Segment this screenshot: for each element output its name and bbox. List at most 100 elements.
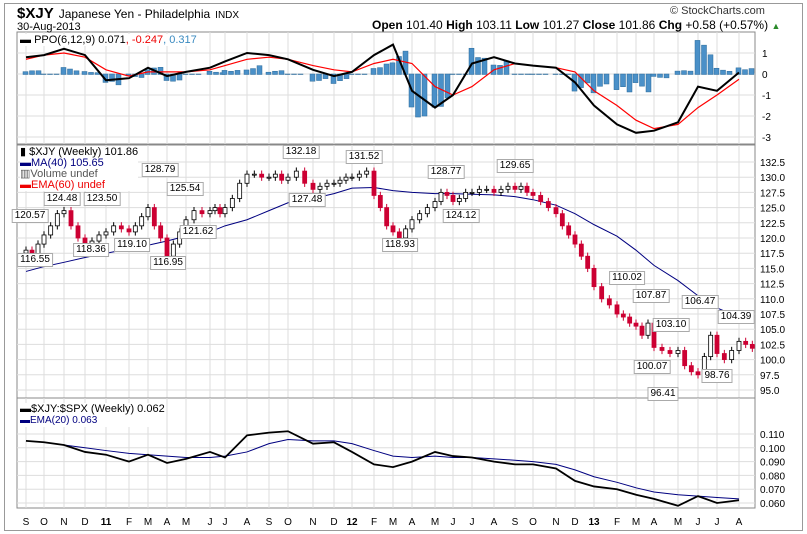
- ema-legend: ▬EMA(60) undef: [20, 179, 105, 191]
- candle-body: [456, 198, 462, 202]
- candle-body: [708, 334, 714, 357]
- candle-body: [54, 213, 60, 227]
- ppo-histogram-bar: [694, 40, 701, 75]
- ppo-legend: ▬ PPO(6,12,9) 0.071, -0.247, 0.317: [20, 34, 197, 46]
- x-tick-label: J: [470, 517, 475, 528]
- ppo-histogram-bar: [681, 70, 687, 75]
- ppo-legend-swatch-icon: ▬: [20, 34, 31, 46]
- candle-body: [729, 350, 735, 361]
- ppo-histogram-bar: [632, 73, 639, 83]
- ppo-signal-line: [25, 52, 740, 130]
- price-legend: ▮ $XJY (Weekly) 101.86 ▬MA(40) 105.65 ▥V…: [20, 147, 139, 191]
- candle-body: [403, 228, 409, 239]
- x-tick-label: A: [409, 517, 416, 528]
- ratio-legend: ▬$XJY:$SPX (Weekly) 0.062 ▬EMA(20) 0.063: [20, 403, 165, 427]
- ppo-histogram-bar: [597, 73, 603, 87]
- ppo-histogram-bar: [645, 73, 652, 93]
- ppo-histogram-bar: [195, 73, 202, 75]
- candle-body: [199, 210, 205, 215]
- price-tick-label: 125.0: [760, 204, 785, 215]
- candle-body: [444, 191, 450, 196]
- ppo-histogram-bar: [389, 62, 396, 75]
- candle-body: [207, 210, 213, 215]
- candle-body: [620, 313, 626, 318]
- ppo-histogram-bar: [213, 71, 219, 75]
- ppo-histogram-bar: [552, 73, 559, 75]
- ppo-histogram-bar: [22, 71, 29, 75]
- candle-body: [337, 179, 343, 184]
- ppo-histogram-bar: [481, 57, 488, 75]
- candle-body: [553, 207, 559, 215]
- low-label: Low: [515, 18, 540, 32]
- candle-body: [585, 255, 591, 269]
- high-label: High: [446, 18, 473, 32]
- candle-body: [331, 182, 337, 185]
- x-tick-label: M: [389, 517, 397, 528]
- high-value: 103.11: [476, 18, 512, 32]
- candle-body: [572, 234, 578, 245]
- candle-body: [61, 210, 67, 215]
- ppo-histogram-bar: [278, 70, 285, 75]
- price-tick-label: 110.0: [760, 295, 785, 306]
- candle-body: [317, 185, 323, 190]
- candle-body: [688, 365, 694, 373]
- price-annotation: 125.54: [166, 182, 204, 196]
- candle-body: [559, 213, 565, 227]
- ma-legend-text: MA(40) 105.65: [31, 157, 104, 169]
- ppo-histogram-bar: [524, 73, 531, 75]
- candle-body: [103, 231, 109, 236]
- ppo-histogram-bar: [309, 73, 316, 82]
- x-tick-label: J: [451, 517, 456, 528]
- ratio-legend-main: ▬$XJY:$SPX (Weekly) 0.062: [20, 403, 165, 415]
- price-annotation: 100.07: [633, 360, 671, 374]
- price-tick-label: 132.5: [760, 158, 785, 169]
- price-tick-label: 95.0: [760, 386, 780, 397]
- candle-body: [667, 350, 673, 354]
- candle-body: [463, 191, 469, 199]
- candle-body: [695, 371, 701, 376]
- ppo-histogram-bar: [707, 54, 714, 75]
- candle-body: [390, 225, 396, 233]
- x-tick-label: 13: [588, 517, 600, 528]
- ppo-histogram-bar: [81, 71, 88, 75]
- ratio-tick-label: 0.080: [760, 471, 785, 482]
- ppo-histogram-bar: [157, 67, 164, 75]
- candle-body: [324, 182, 330, 187]
- x-tick-label: J: [208, 517, 213, 528]
- candle-body: [259, 173, 265, 178]
- x-tick-label: A: [164, 517, 171, 528]
- ppo-histogram-bar: [742, 69, 748, 75]
- price-tick-label: 112.5: [760, 280, 785, 291]
- price-annotation: 132.18: [282, 145, 320, 159]
- ppo-histogram-bar: [468, 47, 475, 75]
- candle-body: [145, 207, 151, 218]
- ppo-histogram-bar: [475, 57, 481, 75]
- candle-body: [530, 191, 536, 196]
- price-annotation: 103.10: [652, 318, 690, 332]
- candle-body: [310, 182, 316, 190]
- ratio-tick-label: 0.110: [760, 430, 785, 441]
- candle-body: [424, 207, 430, 215]
- ppo-histogram-bar: [284, 73, 291, 75]
- ppo-histogram-bar: [687, 70, 694, 75]
- ppo-tick-label: -3: [762, 133, 771, 144]
- ppo-histogram-bar: [456, 73, 462, 75]
- candle-body: [675, 350, 681, 354]
- price-legend-main: ▮ $XJY (Weekly) 101.86: [20, 147, 138, 158]
- price-annotation: 129.65: [496, 159, 534, 173]
- candle-body: [371, 170, 377, 196]
- x-tick-label: 11: [101, 517, 112, 528]
- x-tick-label: A: [491, 517, 498, 528]
- ppo-tick-label: -1: [762, 91, 771, 102]
- x-tick-label: D: [571, 517, 578, 528]
- ratio-tick-label: 0.090: [760, 458, 785, 469]
- candle-icon: ▮: [20, 146, 27, 158]
- price-tick-label: 97.5: [760, 371, 780, 382]
- ppo-histogram-bar: [88, 72, 94, 75]
- ppo-histogram-bar: [361, 73, 368, 75]
- candle-body: [645, 322, 651, 336]
- candle-body: [484, 188, 490, 191]
- ppo-histogram-bar: [297, 73, 304, 75]
- ppo-histogram-bar: [383, 63, 390, 75]
